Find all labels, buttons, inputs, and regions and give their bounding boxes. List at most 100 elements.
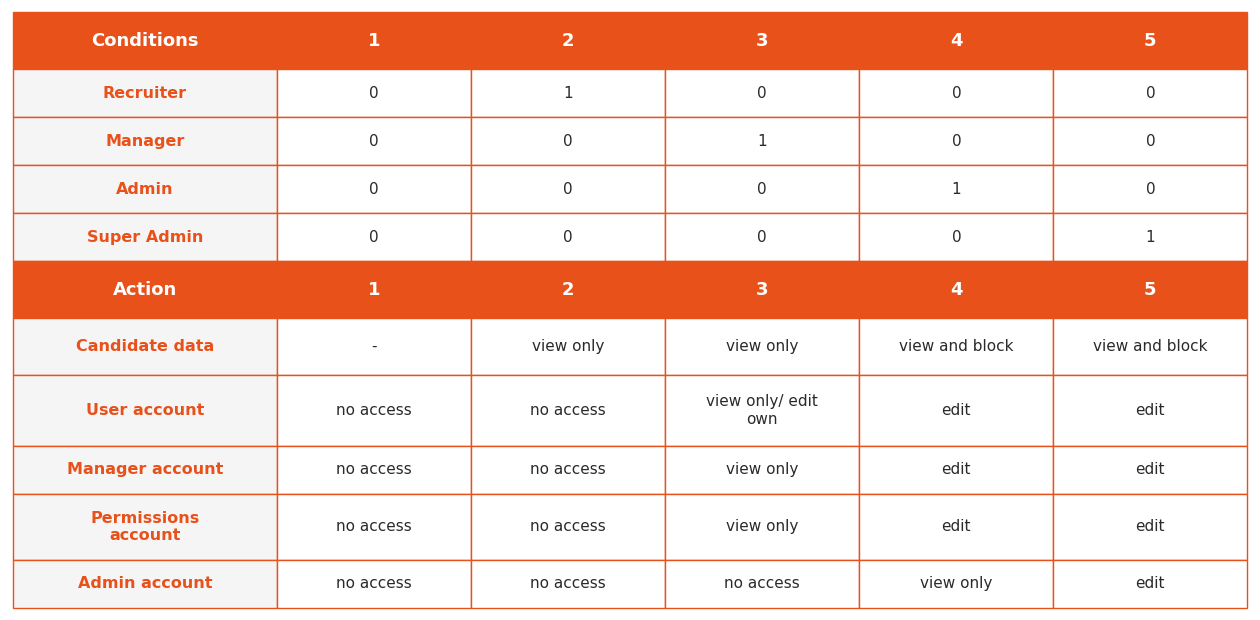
Bar (13, 213, 277, 262)
Bar (13, 375, 277, 446)
Bar (277, 213, 471, 262)
Bar (13, 117, 277, 166)
Bar (13, 166, 277, 213)
Bar (13, 262, 277, 318)
Bar (665, 166, 859, 213)
Bar (1053, 12, 1247, 69)
Text: no access: no access (336, 520, 412, 534)
Text: 0: 0 (563, 134, 573, 149)
Text: edit: edit (1135, 576, 1166, 591)
Bar (665, 117, 859, 166)
Text: 0: 0 (1145, 86, 1155, 100)
Bar (13, 446, 277, 494)
Text: edit: edit (941, 463, 971, 477)
Text: Admin: Admin (116, 182, 174, 197)
Text: no access: no access (336, 403, 412, 418)
Text: no access: no access (530, 463, 606, 477)
Bar (665, 446, 859, 494)
Bar (277, 494, 471, 559)
Bar (471, 117, 665, 166)
Text: Manager: Manager (105, 134, 184, 149)
Bar (859, 166, 1053, 213)
Bar (1053, 559, 1247, 608)
Bar (1053, 446, 1247, 494)
Bar (1053, 166, 1247, 213)
Text: no access: no access (336, 463, 412, 477)
Bar (1053, 262, 1247, 318)
Text: no access: no access (530, 576, 606, 591)
Bar (665, 213, 859, 262)
Bar (665, 494, 859, 559)
Text: no access: no access (724, 576, 800, 591)
Text: view only/ edit
own: view only/ edit own (707, 394, 818, 427)
Text: 2: 2 (562, 32, 575, 50)
Bar (13, 559, 277, 608)
Bar (277, 12, 471, 69)
Text: 1: 1 (1145, 230, 1155, 245)
Text: User account: User account (86, 403, 204, 418)
Bar (1053, 494, 1247, 559)
Text: Super Admin: Super Admin (87, 230, 203, 245)
Text: 0: 0 (757, 230, 767, 245)
Text: edit: edit (1135, 520, 1166, 534)
Text: 0: 0 (369, 230, 379, 245)
Text: 0: 0 (951, 230, 961, 245)
Bar (13, 69, 277, 117)
Bar (859, 375, 1053, 446)
Bar (859, 262, 1053, 318)
Bar (665, 262, 859, 318)
Bar (277, 262, 471, 318)
Bar (13, 494, 277, 559)
Text: 1: 1 (563, 86, 573, 100)
Text: 5: 5 (1144, 32, 1157, 50)
Bar (471, 166, 665, 213)
Text: 4: 4 (950, 281, 963, 299)
Bar (665, 12, 859, 69)
Text: 0: 0 (757, 86, 767, 100)
Text: Candidate data: Candidate data (76, 339, 214, 354)
Text: 3: 3 (756, 281, 769, 299)
Text: view only: view only (726, 520, 799, 534)
Text: 4: 4 (950, 32, 963, 50)
Text: edit: edit (1135, 403, 1166, 418)
Text: 0: 0 (369, 182, 379, 197)
Bar (277, 446, 471, 494)
Text: 0: 0 (951, 134, 961, 149)
Bar (859, 69, 1053, 117)
Text: 3: 3 (756, 32, 769, 50)
Text: Conditions: Conditions (91, 32, 199, 50)
Bar (471, 318, 665, 375)
Bar (859, 494, 1053, 559)
Text: view and block: view and block (1094, 339, 1207, 354)
Bar (471, 262, 665, 318)
Bar (277, 117, 471, 166)
Bar (1053, 69, 1247, 117)
Text: edit: edit (1135, 463, 1166, 477)
Text: no access: no access (530, 403, 606, 418)
Text: 0: 0 (369, 86, 379, 100)
Text: Action: Action (112, 281, 176, 299)
Text: Recruiter: Recruiter (103, 86, 186, 100)
Bar (859, 12, 1053, 69)
Text: 2: 2 (562, 281, 575, 299)
Text: -: - (372, 339, 377, 354)
Text: 0: 0 (757, 182, 767, 197)
Text: 0: 0 (369, 134, 379, 149)
Bar (1053, 375, 1247, 446)
Text: 0: 0 (1145, 182, 1155, 197)
Bar (13, 318, 277, 375)
Bar (13, 12, 277, 69)
Bar (665, 69, 859, 117)
Text: view only: view only (726, 463, 799, 477)
Bar (471, 69, 665, 117)
Bar (277, 69, 471, 117)
Bar (665, 559, 859, 608)
Text: 1: 1 (757, 134, 767, 149)
Bar (471, 12, 665, 69)
Text: 5: 5 (1144, 281, 1157, 299)
Text: view only: view only (920, 576, 993, 591)
Text: 1: 1 (368, 32, 381, 50)
Text: no access: no access (530, 520, 606, 534)
Bar (665, 318, 859, 375)
Text: 0: 0 (563, 182, 573, 197)
